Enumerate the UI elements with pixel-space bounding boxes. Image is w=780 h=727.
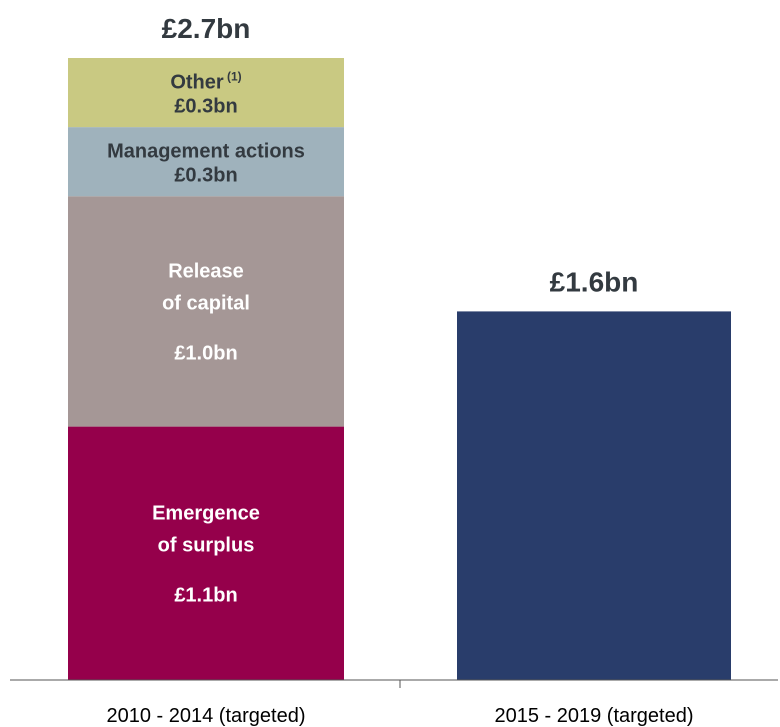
bar-segment-0-3 bbox=[68, 58, 344, 128]
category-label-0: 2010 - 2014 (targeted) bbox=[106, 705, 305, 727]
bar-segment-0-2 bbox=[68, 127, 344, 197]
segment-label-0-1-0: Release bbox=[168, 260, 244, 282]
bar-segment-0-0 bbox=[68, 426, 344, 680]
bar-segment-0-1 bbox=[68, 196, 344, 427]
total-label-0: £2.7bn bbox=[162, 13, 251, 44]
total-label-1: £1.6bn bbox=[550, 266, 639, 297]
category-label-1: 2015 - 2019 (targeted) bbox=[494, 705, 693, 727]
segment-value-0-0: £1.1bn bbox=[174, 584, 237, 606]
segment-value-0-3: £0.3bn bbox=[174, 96, 237, 118]
segment-value-0-1: £1.0bn bbox=[174, 342, 237, 364]
segment-label-0-0-1: of surplus bbox=[158, 534, 255, 556]
segment-superscript-0-3: (1) bbox=[224, 70, 242, 84]
segment-label-0-0-0: Emergence bbox=[152, 502, 260, 524]
bar-segment-1-0 bbox=[457, 311, 731, 680]
segment-label-0-2-0: Management actions bbox=[107, 141, 305, 163]
segment-value-0-2: £0.3bn bbox=[174, 165, 237, 187]
segment-label-0-1-1: of capital bbox=[162, 292, 250, 314]
